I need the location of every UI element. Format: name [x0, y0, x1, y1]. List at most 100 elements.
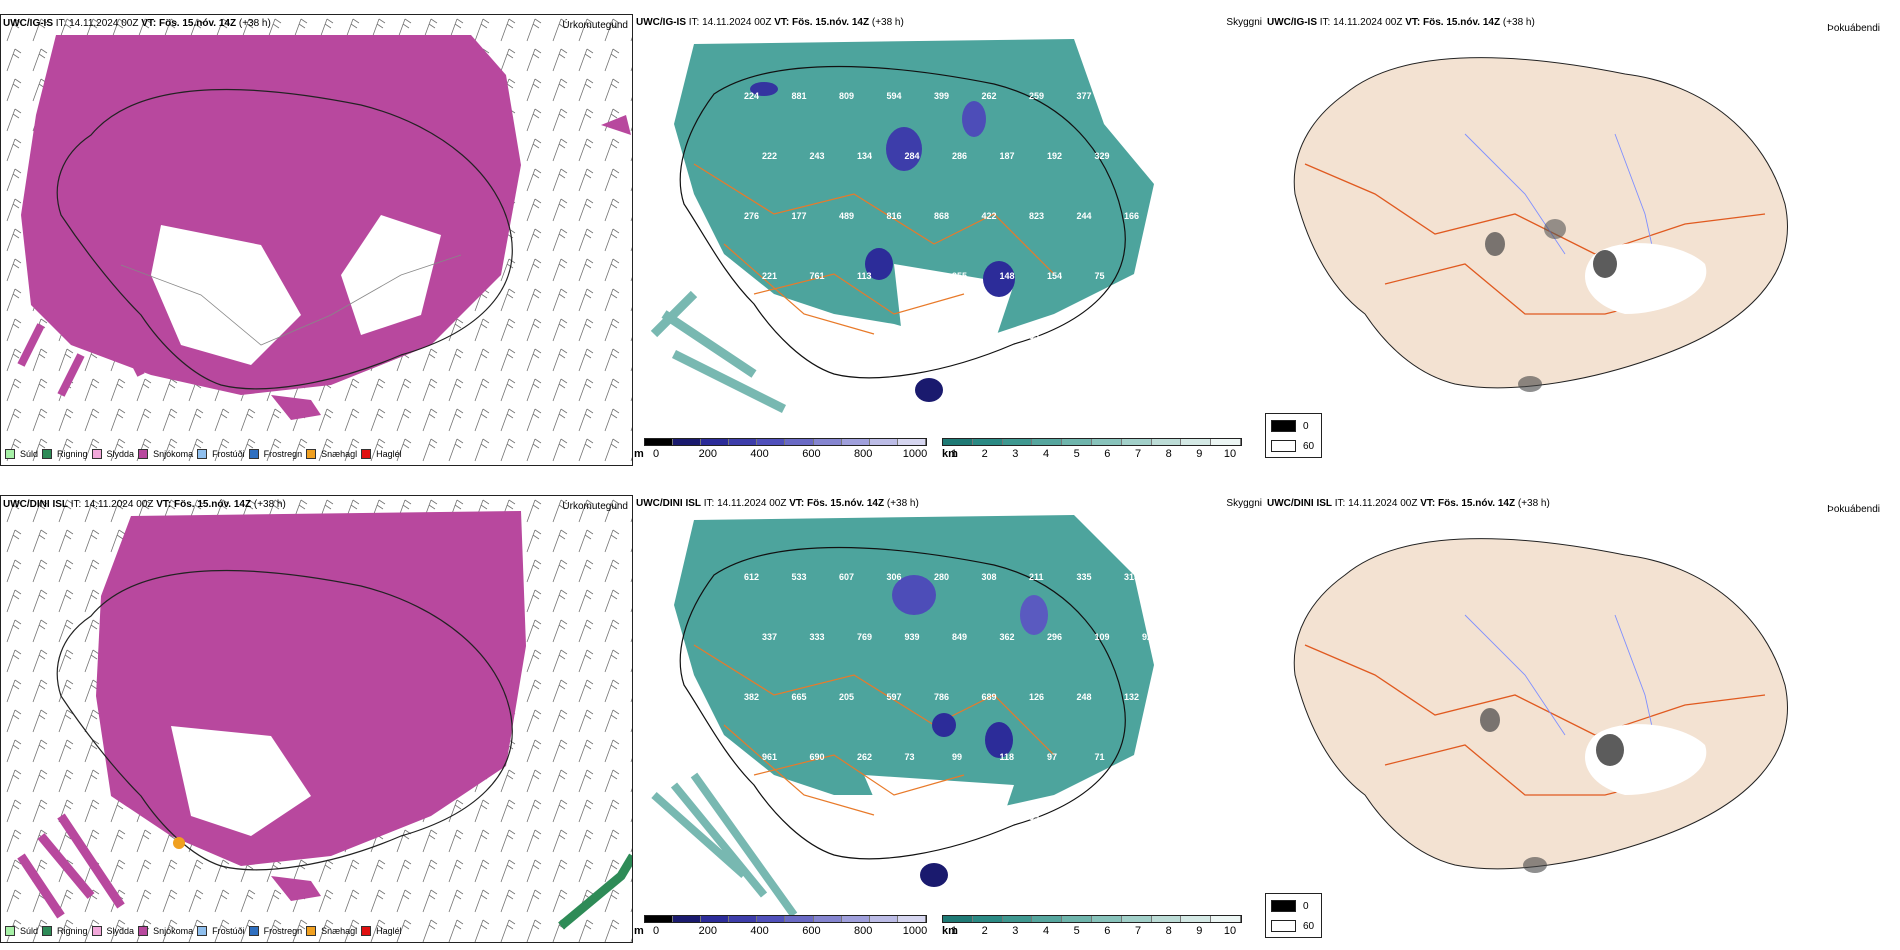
visibility-label: 113	[857, 271, 872, 281]
colorbar-tick-label: 1000	[902, 925, 928, 937]
precip-type-legend: Súld Rigning Slydda Snjókoma Frostúði Fr…	[5, 926, 402, 936]
colorbar-tick-label: 9	[1196, 448, 1203, 460]
legend-item: Súld	[5, 449, 38, 459]
colorbar-meters-bar	[644, 438, 927, 446]
colorbar-segment	[897, 439, 926, 445]
legend-swatch	[197, 926, 208, 936]
visibility-label: 296	[1047, 632, 1062, 642]
vt-label: VT:	[141, 18, 157, 29]
legend-label: Frostúði	[212, 926, 245, 936]
legend-label: Slydda	[106, 926, 135, 936]
fog-legend-box-row1: 0 60	[1265, 413, 1322, 458]
colorbar-segment	[972, 916, 1003, 922]
colorbar-km-unit: km	[942, 448, 958, 460]
legend-swatch	[42, 926, 53, 936]
visibility-label: 689	[982, 692, 997, 702]
colorbar-km-bar	[942, 915, 1242, 923]
model-name: UWC/IG-IS	[1267, 17, 1317, 28]
legend-swatch	[42, 449, 53, 459]
colorbar-segment	[1002, 439, 1033, 445]
fog-legend-white-swatch	[1271, 440, 1296, 452]
legend-item: Frostúði	[197, 926, 245, 936]
visibility-label: 382	[744, 692, 759, 702]
visibility-label: 665	[792, 692, 807, 702]
precip-type-panel-row1: UWC/IG-IS IT: 14.11.2024 00Z VT: Fös. 15…	[0, 14, 633, 466]
lead-time: (+38 h)	[238, 18, 271, 29]
visibility-label: 41	[934, 812, 944, 822]
visibility-label: 75	[1095, 271, 1105, 281]
visibility-label: 594	[887, 91, 902, 101]
visibility-label: 690	[810, 752, 825, 762]
it-value: 14.11.2024 00Z	[1348, 498, 1418, 509]
visibility-label: 849	[952, 632, 967, 642]
visibility-label: 221	[762, 271, 777, 281]
model-name: UWC/DINI ISL	[3, 499, 68, 510]
fog-panel-row1: UWC/IG-IS IT: 14.11.2024 00Z VT: Fös. 15…	[1265, 14, 1900, 466]
vt-label: VT:	[774, 17, 790, 28]
visibility-label: 127	[905, 271, 920, 281]
visibility-label: 399	[934, 91, 949, 101]
fog-legend-box-row2: 0 60	[1265, 893, 1322, 938]
model-name: UWC/IG-IS	[636, 17, 686, 28]
legend-item: Rigning	[42, 449, 88, 459]
visibility-label: 612	[744, 572, 759, 582]
colorbar-tick-label: 2	[981, 448, 988, 460]
colorbar-segment	[673, 916, 702, 922]
model-name: UWC/DINI ISL	[636, 498, 701, 509]
visibility-label: 109	[1095, 632, 1110, 642]
colorbar-segment	[1032, 916, 1063, 922]
colorbar-meters: m 0 200 400 600 800 1000	[634, 915, 934, 943]
visibility-label: 823	[1029, 211, 1044, 221]
colorbar-tick-label: 400	[750, 925, 769, 937]
visibility-label: 786	[934, 692, 949, 702]
legend-item: Slydda	[91, 926, 135, 936]
legend-swatch	[138, 926, 149, 936]
legend-label: Frostúði	[212, 449, 245, 459]
lead-time: (+38 h)	[871, 17, 904, 28]
precip-type-panel-row2: UWC/DINI ISL IT: 14.11.2024 00Z VT: Fös.…	[0, 495, 633, 943]
colorbar-segment	[1181, 916, 1212, 922]
visibility-label: 81	[1142, 271, 1152, 281]
visibility-map: 224 881 809 594 399 262 259 377 557 222 243 134 284 2…	[650, 39, 1157, 414]
colorbar-tick-label: 10	[1223, 448, 1237, 460]
visibility-label: 222	[762, 151, 777, 161]
visibility-label: 243	[810, 151, 825, 161]
legend-swatch	[138, 449, 149, 459]
colorbar-tick-label: 800	[854, 925, 873, 937]
colorbar-segment	[1091, 916, 1122, 922]
colorbar-tick-label: 0	[652, 925, 660, 937]
colorbar-tick-label: 0	[652, 448, 660, 460]
colorbar-meters-unit: m	[634, 925, 644, 937]
visibility-label: 60	[1124, 331, 1134, 341]
lead-time: (+38 h)	[1502, 17, 1535, 28]
fog-legend-white-swatch	[1271, 920, 1296, 932]
lead-time: (+38 h)	[886, 498, 919, 509]
it-label: IT:	[1319, 17, 1331, 28]
legend-swatch	[361, 449, 372, 459]
visibility-label: 132	[1124, 692, 1139, 702]
colorbar-tick-label: 4	[1042, 448, 1050, 460]
legend-item: Frostúði	[197, 449, 245, 459]
colorbar-tick-label: 3	[1012, 448, 1019, 460]
visibility-label: 71	[839, 331, 849, 341]
visibility-label: 91	[1142, 752, 1152, 762]
legend-swatch	[5, 449, 15, 459]
legend-label: Rigning	[57, 926, 88, 936]
visibility-label: 134	[857, 151, 872, 161]
lead-time: (+38 h)	[253, 499, 286, 510]
visibility-label: 155	[887, 331, 902, 341]
fog-panel-row2: UWC/DINI ISL IT: 14.11.2024 00Z VT: Fös.…	[1265, 495, 1900, 943]
visibility-panel-row2: 612 533 607 306 280 308 211 335 315 337 333 769 939 8…	[634, 495, 1264, 943]
colorbar-segment	[1211, 439, 1241, 445]
colorbar-tick-label: 6	[1104, 925, 1111, 937]
visibility-label: 769	[857, 632, 872, 642]
vt-value: Fös. 15.nóv. 14Z	[1438, 498, 1516, 509]
legend-label: Frostregn	[263, 926, 303, 936]
vt-label: VT:	[789, 498, 805, 509]
it-value: 14.11.2024 00Z	[717, 498, 787, 509]
colorbar-tick-label: 8	[1165, 925, 1172, 937]
precip-type-map	[1, 15, 632, 465]
legend-swatch	[248, 449, 259, 459]
legend-swatch	[91, 449, 102, 459]
visibility-label: 597	[887, 692, 902, 702]
